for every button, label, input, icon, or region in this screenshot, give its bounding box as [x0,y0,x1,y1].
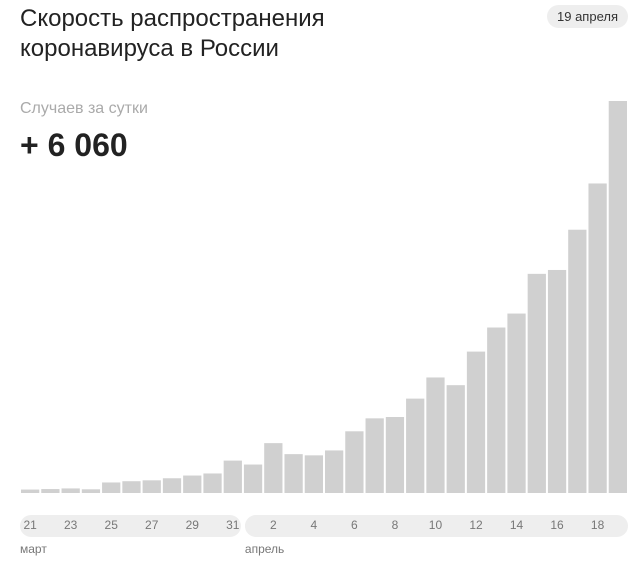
chart-title: Скорость распространения коронавируса в … [20,5,325,62]
bar [223,460,242,493]
x-tick-label: 29 [186,518,200,532]
bar [21,489,40,493]
x-tick-label: 16 [550,518,564,532]
x-tick-label: 14 [510,518,524,532]
bar [183,475,202,493]
bar [162,478,182,493]
x-tick-label: 2 [270,518,277,532]
month-label: апрель [245,542,284,556]
bar [345,431,364,493]
date-badge: 19 апреля [547,5,628,28]
headline: + 6 060 [20,127,128,163]
bar [264,443,283,493]
bar [203,473,222,493]
bar [385,416,405,493]
bar [507,313,526,493]
bar [487,327,506,493]
bar [406,398,425,493]
x-tick-label: 4 [311,518,318,532]
bar [61,488,80,493]
bar [243,464,263,493]
subtitle: Случаев за сутки [20,100,148,117]
bar [304,455,323,493]
axis-strip [20,515,241,537]
x-tick-label: 10 [429,518,443,532]
bar [81,489,101,493]
bar [122,481,141,493]
bar [325,450,344,493]
x-tick-label: 6 [351,518,358,532]
bar [547,269,567,493]
bar [588,183,607,493]
bar [142,480,161,493]
x-tick-label: 23 [64,518,78,532]
bar [41,489,60,493]
x-tick-label: 18 [591,518,605,532]
bar [365,418,384,493]
bar [284,454,303,493]
x-tick-label: 31 [226,518,240,532]
x-tick-label: 12 [469,518,483,532]
axis-strip [244,515,628,537]
bar [608,101,627,493]
bar [446,385,465,493]
x-tick-label: 25 [105,518,119,532]
bar [102,482,121,493]
bar [568,229,587,493]
month-label: март [20,542,47,556]
bar [527,273,546,493]
x-tick-label: 27 [145,518,159,532]
x-tick-label: 21 [23,518,37,532]
bar [426,377,445,493]
bar [466,351,486,493]
x-tick-label: 8 [392,518,399,532]
